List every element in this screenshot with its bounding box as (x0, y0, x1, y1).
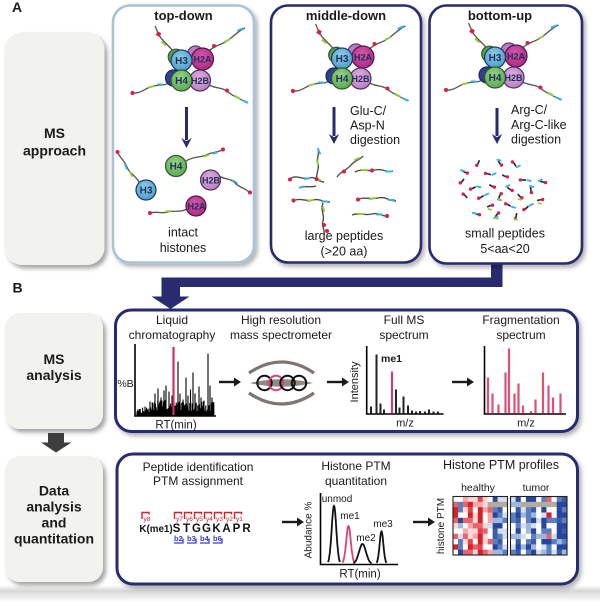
svg-text:5<aa<20: 5<aa<20 (480, 242, 529, 256)
svg-text:middle-down: middle-down (306, 8, 386, 23)
svg-text:digestion: digestion (511, 133, 561, 147)
svg-text:chromatography: chromatography (129, 328, 216, 342)
svg-text:b3: b3 (187, 534, 196, 543)
svg-text:quantitation: quantitation (14, 531, 94, 547)
svg-text:Asp-N: Asp-N (350, 119, 385, 133)
svg-text:P: P (233, 523, 241, 535)
svg-text:A: A (222, 523, 230, 535)
svg-text:Arg-C/: Arg-C/ (511, 103, 548, 117)
svg-text:approach: approach (23, 143, 86, 159)
svg-text:y2: y2 (226, 516, 233, 523)
svg-text:T: T (183, 523, 190, 535)
svg-text:unmod: unmod (322, 494, 353, 505)
svg-text:me1: me1 (340, 511, 360, 522)
svg-text:H2B: H2B (202, 176, 221, 186)
svg-text:PTM assignment: PTM assignment (153, 474, 244, 488)
svg-text:spectrum: spectrum (496, 328, 545, 342)
svg-text:H2A: H2A (187, 202, 206, 212)
svg-text:G: G (202, 523, 211, 535)
svg-text:and: and (42, 515, 67, 531)
svg-text:small peptides: small peptides (465, 227, 545, 241)
svg-text:y4: y4 (206, 516, 213, 523)
svg-text:analysis: analysis (26, 499, 81, 515)
svg-text:K(me1): K(me1) (139, 524, 172, 535)
svg-text:healthy: healthy (461, 482, 496, 494)
svg-text:y1: y1 (236, 516, 243, 523)
svg-text:Fragmentation: Fragmentation (482, 313, 559, 327)
svg-text:b6: b6 (213, 534, 222, 543)
svg-text:Full MS: Full MS (384, 313, 425, 327)
svg-text:G: G (192, 523, 201, 535)
svg-text:Abudance %: Abudance % (304, 502, 315, 559)
svg-text:quantitation: quantitation (325, 474, 387, 488)
svg-text:Peptide identification: Peptide identification (143, 460, 254, 474)
svg-text:Arg-C-like: Arg-C-like (511, 118, 567, 132)
svg-text:y7: y7 (176, 516, 183, 523)
svg-text:(>20 aa): (>20 aa) (321, 245, 368, 259)
svg-text:High resolution: High resolution (241, 313, 321, 327)
svg-text:m/z: m/z (517, 418, 535, 430)
svg-text:me2: me2 (356, 533, 376, 544)
svg-text:S: S (173, 523, 181, 535)
svg-text:Intensity: Intensity (349, 361, 361, 402)
svg-text:y6: y6 (186, 516, 193, 523)
svg-text:RT(min): RT(min) (339, 569, 380, 581)
svg-text:y3: y3 (216, 516, 223, 523)
svg-text:Histone PTM profiles: Histone PTM profiles (443, 458, 559, 472)
svg-text:histone PTM: histone PTM (436, 498, 447, 554)
svg-text:intact: intact (168, 226, 198, 240)
svg-text:large peptides: large peptides (305, 229, 384, 243)
svg-text:b4: b4 (200, 534, 210, 543)
svg-text:tumor: tumor (523, 482, 550, 494)
svg-text:R: R (242, 523, 251, 535)
svg-text:H4: H4 (170, 162, 183, 173)
svg-text:H3: H3 (140, 186, 153, 197)
svg-text:me1: me1 (381, 353, 402, 365)
svg-text:RT(min): RT(min) (155, 420, 196, 432)
svg-text:spectrum: spectrum (379, 328, 428, 342)
svg-text:digestion: digestion (350, 133, 400, 147)
svg-text:histones: histones (160, 241, 207, 255)
svg-text:A: A (12, 0, 22, 15)
svg-text:Data: Data (39, 483, 70, 499)
svg-text:Glu-C/: Glu-C/ (350, 104, 387, 118)
svg-text:y5: y5 (196, 516, 203, 523)
svg-text:analysis: analysis (26, 367, 81, 383)
svg-text:b2: b2 (174, 534, 183, 543)
svg-text:top-down: top-down (154, 8, 213, 23)
svg-text:Liquid: Liquid (156, 313, 188, 327)
svg-text:MS: MS (44, 125, 65, 141)
svg-text:K: K (212, 523, 221, 535)
svg-text:Histone PTM: Histone PTM (321, 459, 390, 473)
svg-text:me3: me3 (373, 519, 393, 530)
svg-text:%B: %B (117, 378, 133, 390)
svg-text:m/z: m/z (396, 418, 414, 430)
svg-text:y8: y8 (144, 516, 151, 523)
svg-text:mass spectrometer: mass spectrometer (230, 328, 332, 342)
svg-text:bottom-up: bottom-up (468, 8, 532, 23)
svg-text:MS: MS (44, 351, 65, 367)
svg-text:B: B (13, 280, 23, 296)
